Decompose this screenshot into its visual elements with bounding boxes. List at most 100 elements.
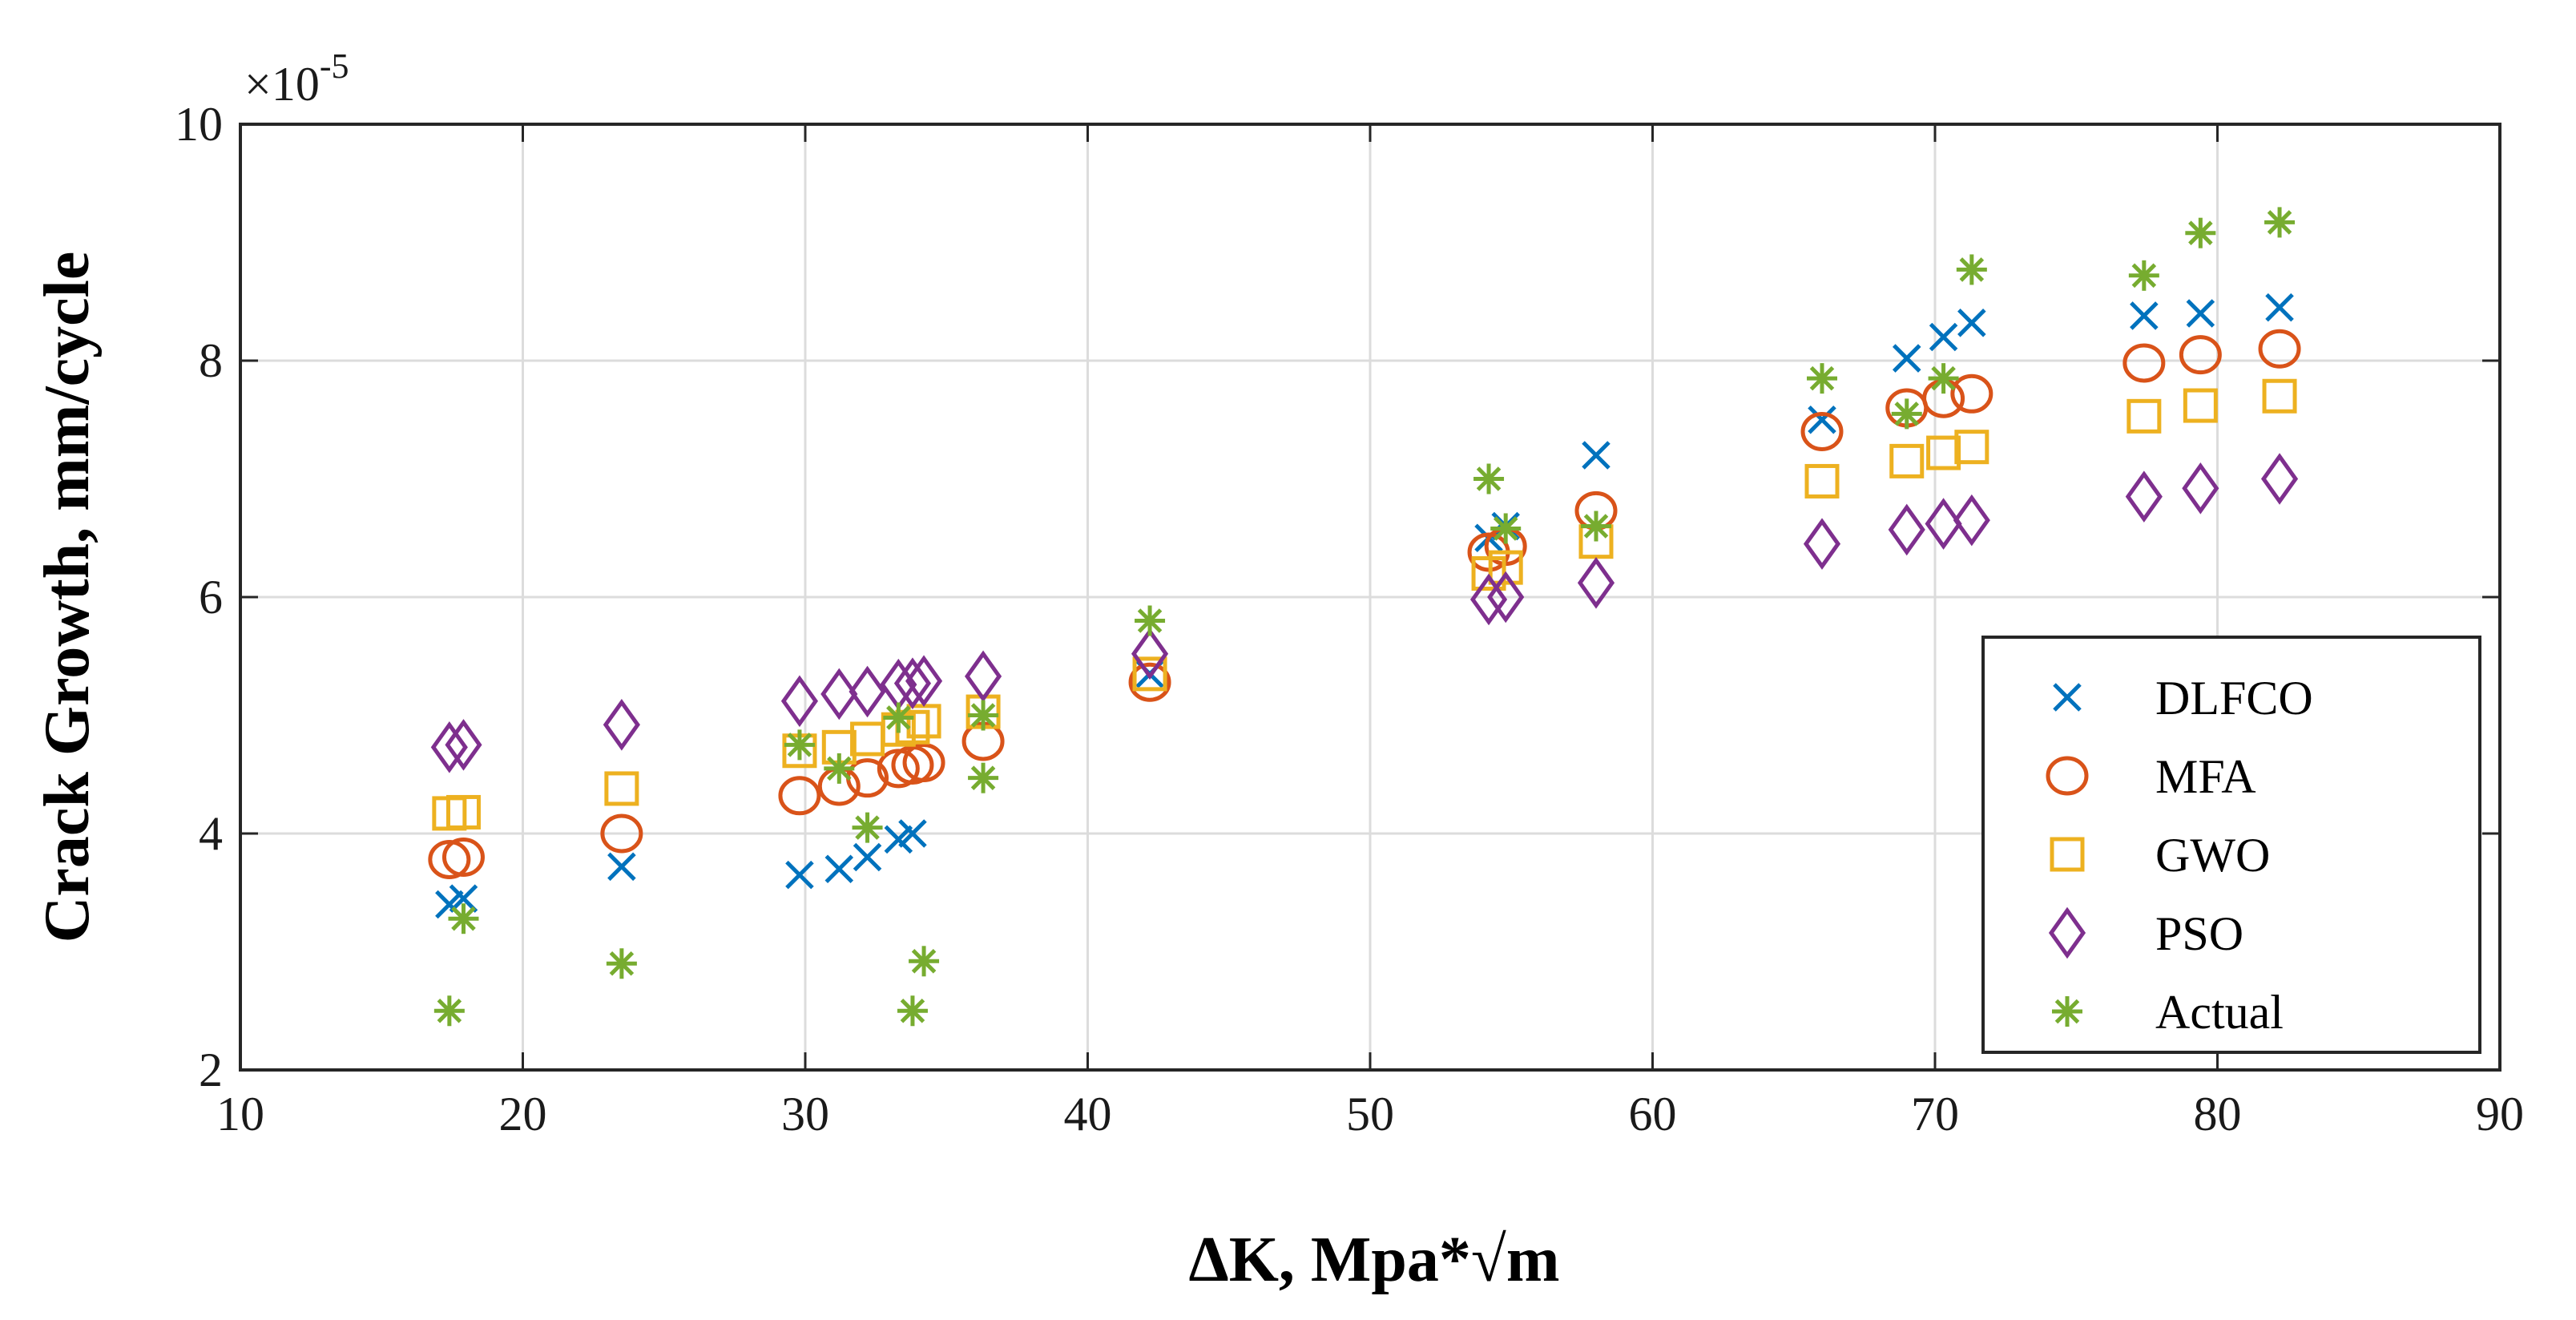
point-dlfco: [853, 842, 882, 872]
point-pso: [1131, 628, 1169, 680]
point-dlfco: [1957, 309, 1986, 337]
point-pso: [965, 650, 1002, 703]
point-dlfco: [2265, 293, 2294, 322]
point-gwo: [1889, 443, 1925, 478]
y-exponent-label: ×10-5: [244, 46, 349, 111]
point-mfa: [600, 813, 643, 854]
legend-marker-pso: [2048, 906, 2086, 959]
y-tick-label: 4: [199, 807, 223, 860]
y-tick-label: 10: [175, 98, 223, 151]
y-tick-label: 8: [199, 334, 223, 387]
x-tick-label: 90: [2476, 1088, 2524, 1140]
x-tick-label: 10: [216, 1088, 264, 1140]
point-mfa: [1950, 373, 1993, 414]
point-pso: [2182, 462, 2219, 515]
point-pso: [1888, 503, 1925, 556]
point-actual: [1956, 254, 1987, 285]
point-mfa: [2122, 343, 2166, 383]
point-actual: [1473, 463, 1505, 494]
point-mfa: [778, 776, 821, 816]
point-gwo: [445, 794, 481, 830]
point-dlfco: [2130, 301, 2159, 330]
point-dlfco: [884, 825, 913, 854]
x-tick-label: 40: [1064, 1088, 1112, 1140]
point-gwo: [1132, 656, 1167, 692]
point-actual: [897, 995, 928, 1027]
point-mfa: [441, 838, 485, 877]
point-pso: [820, 668, 858, 721]
point-actual: [883, 702, 914, 733]
legend-label-gwo: GWO: [2155, 829, 2270, 882]
point-actual: [2185, 217, 2216, 248]
point-gwo: [2183, 388, 2218, 423]
point-actual: [824, 753, 855, 784]
point-pso: [905, 655, 943, 708]
point-mfa: [428, 839, 471, 879]
point-dlfco: [785, 860, 814, 890]
point-pso: [1469, 573, 1508, 626]
x-tick-label: 80: [2194, 1088, 2242, 1140]
legend-item-gwo: GWO: [2050, 829, 2270, 882]
legend-marker-actual: [2052, 996, 2082, 1027]
point-gwo: [2127, 398, 2162, 434]
point-pso: [2125, 470, 2163, 523]
x-tick-label: 60: [1629, 1088, 1677, 1140]
point-pso: [849, 665, 886, 718]
point-actual: [968, 762, 999, 793]
legend-item-mfa: MFA: [2046, 750, 2256, 803]
point-mfa: [1128, 662, 1171, 702]
point-gwo: [1488, 550, 1523, 585]
point-dlfco: [1892, 344, 1921, 373]
legend-marker-dlfco: [2053, 683, 2082, 712]
point-pso: [1953, 494, 1990, 547]
point-mfa: [902, 743, 945, 782]
x-tick-label: 70: [1911, 1088, 1959, 1140]
x-tick-label: 20: [499, 1088, 547, 1140]
series-actual: [433, 207, 2296, 1027]
point-dlfco: [1929, 322, 1958, 352]
point-actual: [1581, 511, 1611, 542]
point-pso: [780, 675, 819, 728]
y-tick-label: 6: [199, 571, 223, 624]
y-axis-title: Crack Growth, mm/cycle: [32, 252, 103, 943]
point-actual: [606, 948, 637, 979]
x-tick-label: 50: [1346, 1088, 1394, 1140]
point-actual: [2128, 260, 2159, 291]
legend-box: [1981, 636, 2481, 1054]
point-actual: [968, 700, 999, 731]
axis-ticks: 10 20 30 40 50 60 70 80 90 2 4 6 8 10: [175, 98, 2524, 1140]
point-pso: [2260, 453, 2299, 505]
legend-marker-mfa: [2046, 756, 2089, 796]
point-mfa: [2258, 329, 2301, 369]
point-actual: [448, 903, 479, 934]
x-tick-label: 30: [781, 1088, 829, 1140]
point-actual: [909, 946, 940, 977]
legend-marker-gwo: [2050, 837, 2085, 872]
y-tick-label: 2: [199, 1043, 223, 1096]
point-pso: [1803, 518, 1841, 570]
legend-item-dlfco: DLFCO: [2053, 672, 2313, 725]
point-dlfco: [607, 852, 636, 882]
legend: DLFCO MFA GWO PSO Actual: [1981, 636, 2481, 1054]
point-pso: [893, 657, 932, 709]
point-gwo: [1954, 430, 1989, 465]
series-pso: [430, 453, 2299, 773]
point-pso: [1577, 556, 1615, 609]
point-pso: [1925, 498, 1962, 550]
point-dlfco: [1808, 405, 1836, 434]
point-dlfco: [449, 884, 478, 913]
point-mfa: [1800, 412, 1844, 451]
point-pso: [1487, 571, 1525, 624]
legend-item-pso: PSO: [2048, 906, 2243, 960]
legend-label-actual: Actual: [2155, 986, 2284, 1039]
point-actual: [1891, 398, 1922, 430]
point-pso: [430, 721, 468, 773]
x-axis-title: ΔK, Mpa*√m: [1189, 1225, 1560, 1295]
point-dlfco: [1582, 441, 1611, 470]
legend-label-dlfco: DLFCO: [2155, 672, 2313, 725]
legend-label-mfa: MFA: [2155, 750, 2256, 803]
point-actual: [852, 812, 883, 843]
point-pso: [603, 698, 640, 751]
point-dlfco: [898, 819, 927, 848]
